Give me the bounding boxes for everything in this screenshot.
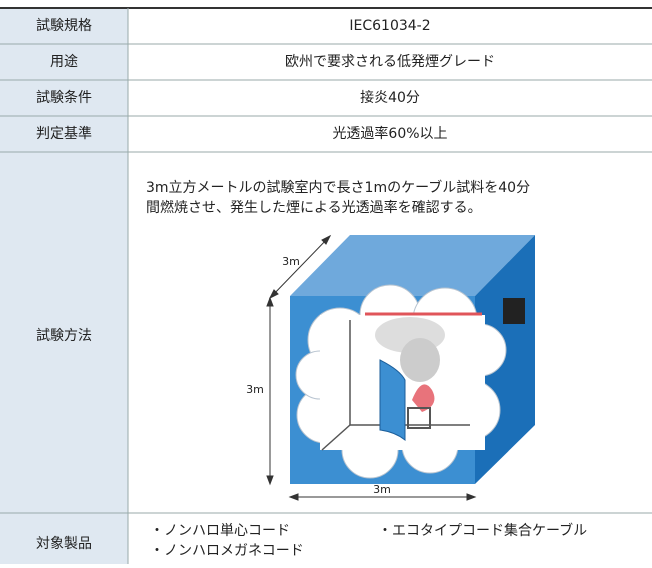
row-label: 試験条件 bbox=[36, 89, 92, 106]
product-item: ・ノンハロメガネコード bbox=[150, 543, 304, 559]
row-value: 光透過率60%以上 bbox=[332, 125, 447, 142]
row-label: 判定基準 bbox=[36, 125, 92, 142]
table: 試験規格 IEC61034-2 用途 欧州で要求される低発煙グレード 試験条件 … bbox=[0, 7, 652, 564]
row-value: 欧州で要求される低発煙グレード bbox=[285, 54, 495, 70]
description: 間燃焼させ、発生した煙による光透過率を確認する。 bbox=[146, 199, 482, 216]
row-label: 試験方法 bbox=[36, 328, 92, 344]
dimension-label: 3m bbox=[246, 383, 264, 396]
test-chamber-illustration: 3m 3m 3m bbox=[246, 234, 535, 501]
dimension-label: 3m bbox=[282, 255, 300, 268]
row-value: IEC61034-2 bbox=[349, 18, 430, 34]
product-item: ・エコタイプコード集合ケーブル bbox=[378, 522, 587, 539]
product-item: ・ノンハロ単心コード bbox=[150, 523, 290, 539]
description: 3m立方メートルの試験室内で長さ1mのケーブル試料を40分 bbox=[146, 179, 530, 196]
row-label: 対象製品 bbox=[36, 536, 92, 552]
row-value: 接炎40分 bbox=[360, 89, 420, 106]
dimension-label: 3m bbox=[373, 483, 391, 496]
row-label: 試験規格 bbox=[36, 18, 92, 34]
row-label: 用途 bbox=[50, 53, 78, 70]
label-column bbox=[0, 8, 128, 564]
